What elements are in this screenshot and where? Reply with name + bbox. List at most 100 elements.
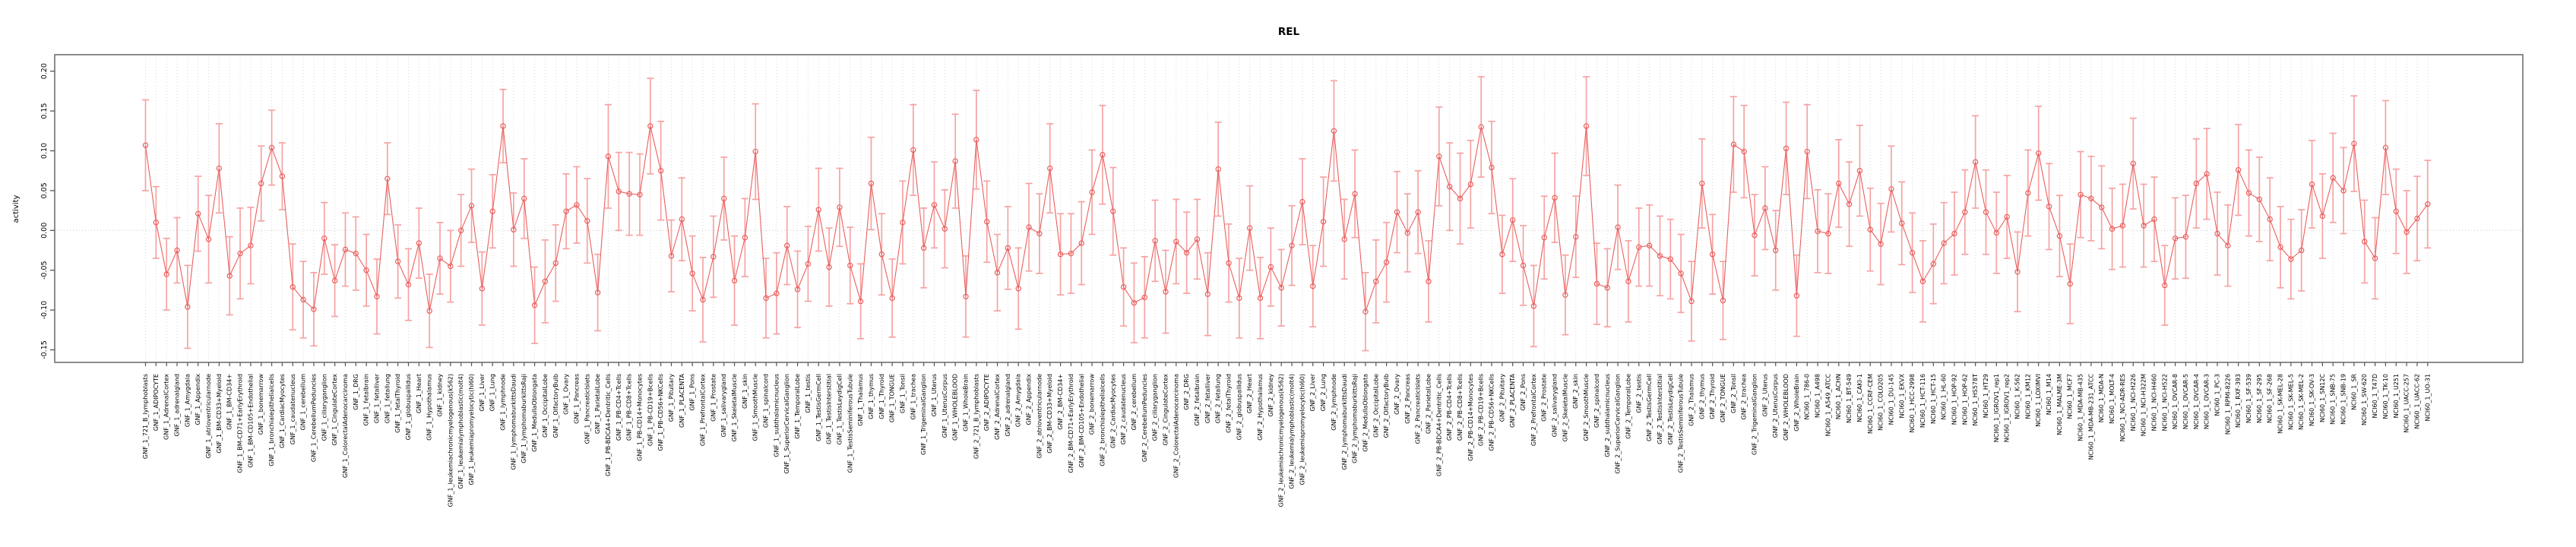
data-point (2162, 282, 2168, 289)
data-line (144, 125, 2429, 312)
data-point (1804, 148, 1810, 155)
x-tick-label: NCI60_1_RXF-393 (2235, 374, 2242, 428)
x-tick-label: GNF_2_cerebellum (1131, 374, 1138, 431)
x-tick-label: GNF_1_PLACENTA (679, 373, 685, 428)
data-point (2035, 150, 2042, 157)
data-point (1457, 195, 1464, 202)
x-tick-label: GNF_2_atrioventricularnode (1036, 374, 1043, 458)
x-tick-label: GNF_1_WHOLEBLOOD (952, 374, 959, 441)
x-tick-label: GNF_2_leukemialymphoblastic(molt4) (1289, 374, 1296, 489)
x-tick-label: GNF_2_Pancreas (1404, 374, 1411, 424)
data-point (1793, 292, 1800, 299)
x-tick-label: GNF_1_BM-CD71+EarlyErythroid (237, 374, 244, 473)
data-point (353, 250, 359, 257)
x-tick-label: NCI60_1_PC-3 (2214, 374, 2220, 416)
x-tick-label: GNF_1_lymphomaburkittsDaudi (510, 374, 517, 470)
data-point (1615, 224, 1621, 230)
x-tick-label: GNF_1_Uterus (931, 374, 938, 416)
x-tick-label: GNF_1_Ovary (563, 374, 570, 415)
x-tick-label: GNF_2_Uterus (1761, 374, 1768, 416)
data-point (2256, 196, 2263, 203)
x-tick-label: GNF_2_PLACENTA (1509, 373, 1516, 428)
y-tick-label: 0.05 (40, 182, 49, 198)
data-point (1909, 249, 1916, 256)
data-point (973, 137, 979, 143)
x-tick-label: GNF_2_Ovary (1394, 374, 1400, 415)
data-point (1352, 191, 1358, 197)
x-tick-label: GNF_2_Pituitary (1498, 374, 1505, 422)
data-point (878, 251, 885, 258)
data-point (1867, 226, 1873, 232)
data-point (857, 298, 864, 305)
data-point (1919, 278, 1926, 285)
x-axis-ticks (144, 362, 2429, 366)
data-point (2298, 247, 2305, 254)
data-point (2425, 201, 2431, 207)
data-point (195, 210, 201, 217)
x-tick-label: GNF_1_cerebellum (300, 374, 307, 431)
x-tick-label: GNF_1_caudatenucleus (290, 374, 296, 444)
x-tick-label: NCI60_1_SF-295 (2256, 374, 2263, 423)
x-tick-label: NCI60_1_SNB-75 (2330, 374, 2337, 425)
x-tick-label: GNF_2_ciliaryganglion (1152, 374, 1159, 441)
data-point (542, 278, 549, 285)
x-tick-label: GNF_2_TestisSeminiferousTubule (1678, 374, 1685, 473)
data-point (1720, 297, 1726, 304)
data-point (1362, 308, 1369, 315)
data-point (311, 306, 317, 312)
data-point (405, 281, 412, 288)
data-point (920, 245, 927, 251)
x-tick-label: GNF_2_Thyroid (1709, 374, 1716, 419)
x-tick-label: NCI60_1_TK-10 (2382, 374, 2389, 419)
data-point (1593, 280, 1600, 287)
data-point (2404, 229, 2410, 236)
x-tick-label: GNF_1_PB-CD4+Tcells (616, 374, 622, 441)
data-point (216, 165, 223, 172)
data-point (689, 270, 695, 277)
data-point (1730, 141, 1737, 147)
data-point (1110, 208, 1116, 214)
x-tick-label: GNF_1_TestisLeydigCell (836, 374, 843, 444)
x-tick-label: GNF_1_salivarygland (720, 374, 727, 437)
data-point (1741, 148, 1747, 155)
x-tick-label: GNF_1_PB-CD14+Monocytes (636, 374, 643, 461)
gridlines (145, 55, 2429, 362)
data-point (805, 261, 812, 267)
data-point (1489, 164, 1495, 171)
x-tick-label: NCI60_1_COLO205 (1878, 374, 1885, 431)
x-tick-label: NCI60_1_NCI-ADR-RES (2119, 374, 2126, 441)
x-tick-label: GNF_2_PB-CD56+NKCells (1489, 374, 1495, 451)
data-point (594, 289, 601, 296)
x-tick-label: GNF_1_TrigeminalGanglion (920, 374, 927, 455)
data-point (1699, 180, 1705, 187)
x-tick-label: GNF_2_Amygdala (1015, 374, 1022, 427)
data-point (941, 226, 948, 232)
data-point (1320, 219, 1327, 225)
x-tick-label: NCI60_1_OVCAR-3 (2204, 374, 2210, 429)
data-point (258, 180, 264, 187)
x-tick-label: GNF_2_SkeletalMuscle (1562, 374, 1568, 441)
x-tick-label: NCI60_1_NCI-H322M (2141, 374, 2147, 436)
data-point (1888, 186, 1894, 192)
x-tick-label: GNF_2_BM-CD71+EarlyErythroid (1068, 374, 1074, 473)
data-point (1657, 253, 1663, 259)
x-tick-label: GNF_2_trachea (1741, 374, 1748, 420)
x-tick-label: NCI60_1_HCC-2998 (1909, 374, 1916, 433)
x-tick-label: GNF_2_leukemiapromyelocytic(hl60) (1299, 374, 1305, 485)
x-tick-label: NCI60_1_SK-MEL-5 (2287, 374, 2294, 430)
x-tick-label: GNF_1_adrenalgland (174, 374, 181, 436)
x-tick-label: GNF_1_kidney (437, 374, 444, 417)
data-point (1772, 247, 1779, 254)
data-point (710, 254, 717, 260)
x-tick-label: GNF_1_fetalliver (373, 373, 380, 423)
x-tick-label: GNF_2_PancreaticIslets (1415, 374, 1422, 444)
data-point (300, 296, 306, 303)
x-tick-label: NCI60_1_OVCAR-8 (2172, 374, 2179, 429)
data-point (1499, 251, 1505, 258)
data-point (142, 142, 149, 148)
x-tick-label: GNF_2_OlfactoryBulb (1383, 374, 1390, 438)
x-tick-label: GNF_1_Amygdala (184, 374, 191, 427)
x-tick-label: NCI60_1_UACC-257 (2404, 374, 2410, 433)
x-tick-label: GNF_2_Heart (1246, 374, 1253, 413)
data-point (2288, 256, 2294, 262)
